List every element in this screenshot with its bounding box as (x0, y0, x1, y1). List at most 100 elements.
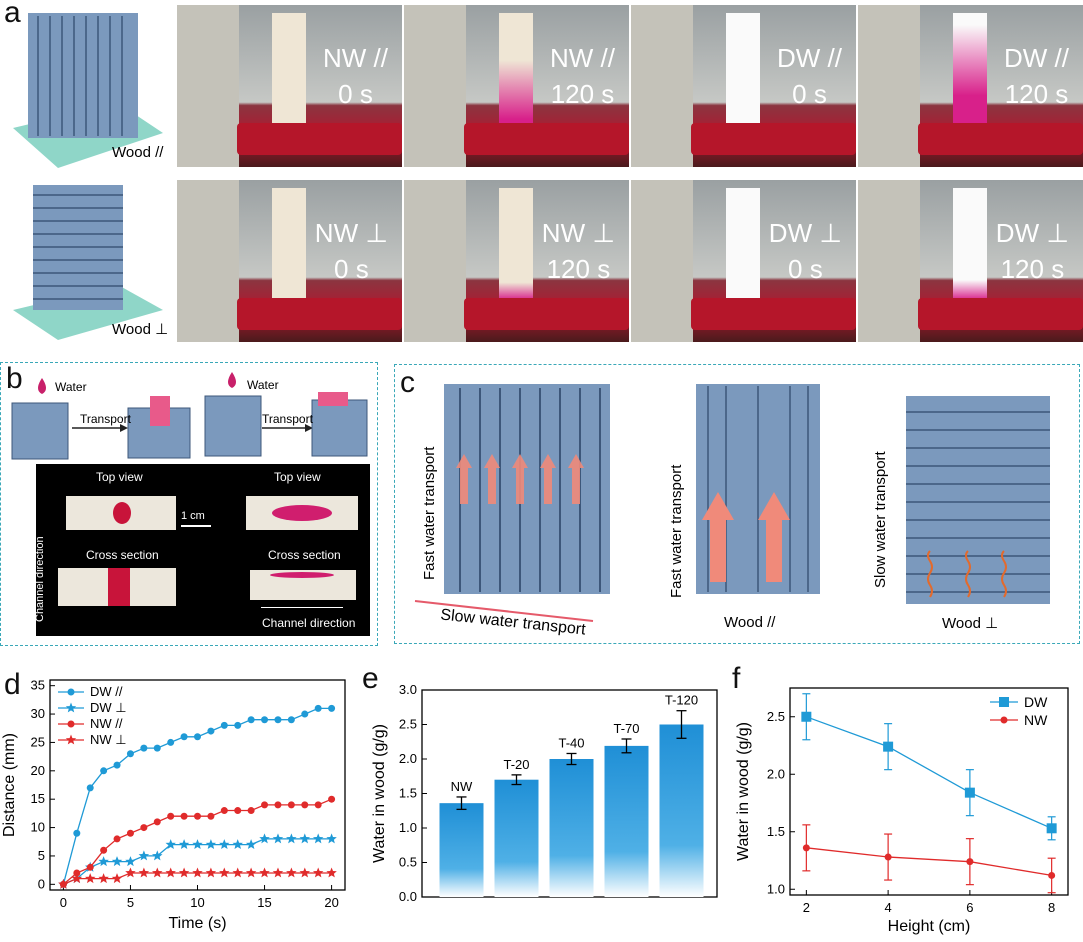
photo-nw-parallel-0s: NW // 0 s (177, 5, 402, 167)
data-point (100, 846, 108, 854)
legend-label: DW // (90, 684, 123, 699)
slow-transport-arrow (414, 600, 594, 622)
top-view-sample-1 (66, 496, 176, 530)
data-point (259, 867, 270, 878)
cross-section-sample-1 (58, 568, 176, 606)
bar-label: T-70 (613, 721, 639, 736)
y-tick-label: 1.0 (767, 881, 785, 896)
legend-marker (65, 702, 77, 713)
photo-sample-label: NW // (550, 43, 615, 73)
data-point (219, 867, 230, 878)
data-point (326, 867, 337, 878)
data-point (286, 867, 297, 878)
panel-label-b: b (6, 362, 23, 395)
legend-label: NW (1024, 712, 1048, 728)
y-tick-label: 1.0 (399, 820, 417, 835)
bar-label: T-20 (503, 757, 529, 772)
water-label-2: Water (247, 378, 279, 392)
data-point (259, 833, 270, 844)
photo-dw-perp-0s: DW ⊥ 0 s (631, 180, 856, 342)
data-point (153, 818, 161, 826)
top-view-sample-2 (246, 496, 358, 530)
series-line-1 (806, 847, 1052, 877)
data-point (801, 711, 812, 722)
chart-e: 0.0 0.5 1.0 1.5 2.0 2.5 3.0 Water in wood (g/g)… (371, 682, 718, 904)
photo-sample-label: DW ⊥ (995, 218, 1069, 248)
legend-marker (67, 720, 75, 728)
data-point (138, 867, 150, 878)
y-tick-label: 2.5 (399, 717, 417, 732)
data-point (140, 824, 148, 832)
data-point (180, 733, 188, 741)
legend-label: NW ⊥ (90, 732, 127, 747)
data-point (98, 873, 109, 884)
data-point (152, 850, 163, 861)
photo-sample-label: DW // (777, 43, 842, 73)
wood-perp-label: Wood ⊥ (112, 321, 169, 338)
panel-label-e: e (362, 662, 379, 695)
data-point (966, 858, 974, 866)
data-point (125, 856, 136, 867)
bar (659, 724, 704, 897)
y-axis-label: Water in wood (g/g) (371, 724, 388, 863)
data-point (220, 807, 228, 815)
data-point (274, 801, 282, 809)
panel-label-a: a (4, 0, 21, 29)
data-point (192, 867, 203, 878)
x-tick-label: 10 (190, 895, 204, 910)
photo-time-label: 120 s (550, 79, 615, 109)
y-tick-label: 2.0 (767, 766, 785, 781)
data-point (245, 867, 257, 878)
transport-label-2: Transport (262, 412, 313, 426)
y-tick-label: 20 (31, 763, 45, 778)
data-point (73, 829, 81, 837)
data-point (205, 867, 217, 878)
data-point (883, 741, 894, 752)
y-tick-label: 0 (38, 876, 45, 891)
x-tick-label: 8 (1048, 900, 1055, 915)
photo-sample-label: NW // (323, 43, 388, 73)
wood-parallel-label: Wood // (112, 144, 164, 161)
data-point (802, 844, 810, 852)
x-tick-label: 15 (257, 895, 271, 910)
legend-label: NW // (90, 716, 123, 731)
legend-marker (67, 688, 75, 696)
photo-nw-parallel-120s: NW // 120 s (404, 5, 629, 167)
data-point (301, 801, 309, 809)
series-line-0 (806, 716, 1052, 829)
data-point (234, 721, 242, 729)
data-point (234, 807, 242, 815)
y-axis-label: Water in wood (g/g) (735, 722, 752, 861)
legend-marker (65, 734, 77, 745)
bar-label: T-40 (558, 735, 584, 750)
photo-time-label: 0 s (338, 79, 373, 109)
legend-marker (1000, 716, 1008, 724)
water-label-1: Water (55, 380, 87, 394)
y-tick-label: 0.0 (399, 889, 417, 904)
data-point (167, 738, 175, 746)
y-tick-label: 2.0 (399, 751, 417, 766)
data-point (58, 878, 69, 889)
fast-transport-label-2: Fast water transport (668, 464, 685, 598)
bar (494, 779, 539, 897)
data-point (326, 833, 337, 844)
data-point (287, 801, 295, 809)
data-point (167, 812, 175, 820)
data-point (261, 801, 269, 809)
y-tick-label: 10 (31, 820, 45, 835)
data-point (314, 704, 322, 712)
data-point (73, 869, 81, 877)
x-axis-label: Time (s) (168, 915, 226, 932)
wood-perp-c-label: Wood ⊥ (942, 615, 999, 632)
data-point (113, 835, 121, 843)
data-point (232, 867, 243, 878)
y-tick-label: 30 (31, 706, 45, 721)
chart-d: 0 5 10 15 20 0 5 10 15 20 25 30 35 Time (s) Distance (… (1, 678, 346, 932)
photo-time-label: 0 s (334, 254, 369, 284)
x-axis-label: Height (cm) (888, 918, 971, 935)
data-point (328, 704, 336, 712)
data-point (111, 873, 123, 884)
data-point (205, 839, 217, 849)
photo-time-label: 120 s (1000, 254, 1065, 284)
data-point (86, 784, 94, 792)
